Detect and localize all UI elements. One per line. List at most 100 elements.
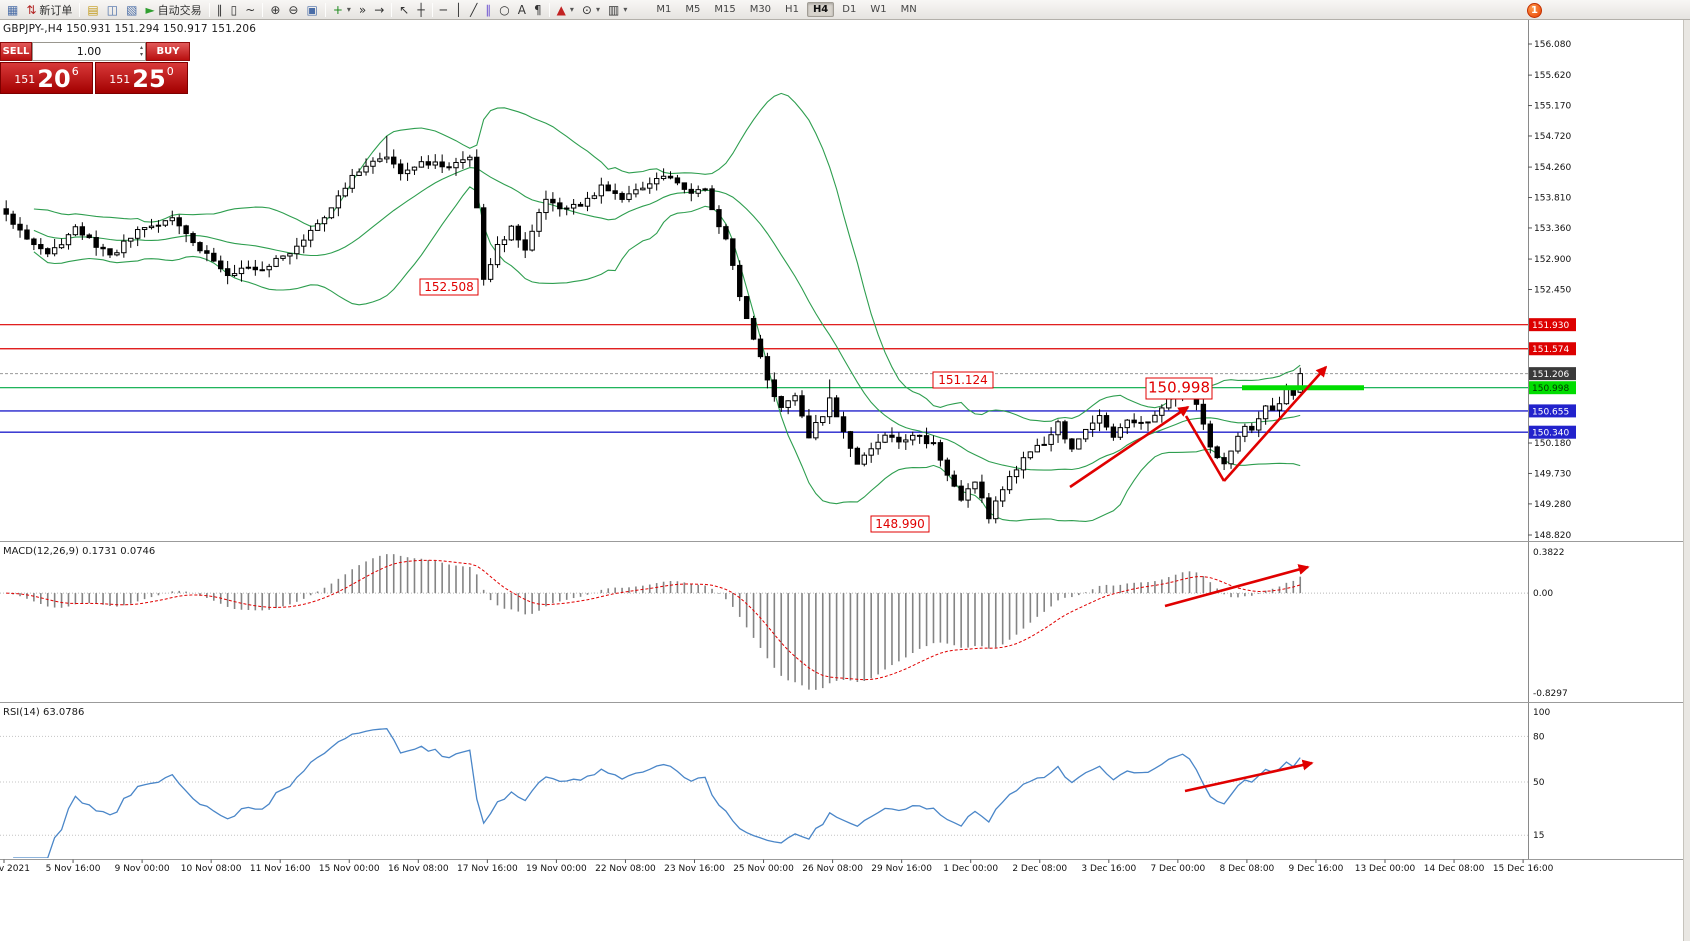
candlestick-mode-button[interactable]: ▯ xyxy=(227,1,242,18)
price-axis-flag xyxy=(1529,404,1576,418)
cursor-button[interactable]: ↖ xyxy=(395,1,413,18)
new-chart-button[interactable]: ▦ xyxy=(3,1,22,18)
timeframe-mn[interactable]: MN xyxy=(900,4,917,15)
market-watch-button[interactable]: ◫ xyxy=(103,1,122,18)
price-axis-flag-text: 151.930 xyxy=(1532,321,1569,331)
cursor-icon: ↖ xyxy=(399,2,410,17)
trendline-button[interactable]: ╱ xyxy=(466,1,481,18)
indicators-add-button[interactable]: + ▾ xyxy=(329,1,355,18)
timeframe-w1[interactable]: W1 xyxy=(870,4,887,15)
text-tool-button[interactable]: A xyxy=(514,1,530,18)
rsi-axis-label: 50 xyxy=(1533,778,1545,788)
navigator-button[interactable]: ▧ xyxy=(122,1,141,18)
timeframe-m30[interactable]: M30 xyxy=(749,4,772,15)
trend-arrow[interactable] xyxy=(1184,759,1314,793)
history-center-button[interactable]: ▤ xyxy=(83,1,102,18)
autotrade-button[interactable]: ► 自动交易 xyxy=(141,1,205,18)
sell-button[interactable]: SELL xyxy=(0,42,32,61)
price-annotation-box[interactable] xyxy=(932,371,994,389)
trend-arrow[interactable] xyxy=(1184,415,1226,482)
zoom-in-button[interactable]: ⊕ xyxy=(266,1,284,18)
time-axis-label: 29 Nov 16:00 xyxy=(871,864,932,874)
ask-price-button[interactable]: 151 25 0 xyxy=(95,62,188,94)
ellipse-tool-button[interactable]: ○ xyxy=(495,1,513,18)
trend-arrow[interactable] xyxy=(1164,564,1310,608)
chart-shift-button[interactable]: → xyxy=(370,1,388,18)
notification-badge[interactable]: 1 xyxy=(1527,3,1542,18)
time-axis-label: 23 Nov 16:00 xyxy=(664,864,725,874)
autotrade-icon: ► xyxy=(145,2,155,17)
time-axis-label: 8 Dec 08:00 xyxy=(1219,864,1274,874)
price-annotation-box[interactable] xyxy=(1145,377,1213,400)
volume-spinner[interactable]: ▴ ▾ xyxy=(139,44,143,58)
price-annotation-box[interactable] xyxy=(870,515,930,533)
period-presets-button[interactable]: ⊙ ▾ xyxy=(578,1,604,18)
vertical-line-button[interactable]: │ xyxy=(451,1,466,18)
price-annotation-box[interactable] xyxy=(419,278,479,296)
time-axis-label: 16 Nov 08:00 xyxy=(388,864,449,874)
price-annotation-text: 151.124 xyxy=(938,373,988,387)
timeframe-d1[interactable]: D1 xyxy=(842,4,857,15)
auto-scroll-button[interactable]: » xyxy=(355,1,370,18)
price-axis-tick-label: 154.720 xyxy=(1534,132,1571,142)
templates-button[interactable]: ▥ ▾ xyxy=(604,1,631,18)
timeframe-switcher: M1 M5 M15 M30 H1 H4 D1 W1 MN xyxy=(649,2,923,17)
line-chart-mode-button[interactable]: ~ xyxy=(241,1,259,18)
history-center-icon: ▤ xyxy=(87,2,99,17)
chart-ohlc-header: GBPJPY-,H4 150.931 151.294 150.917 151.2… xyxy=(3,23,257,35)
price-axis-tick-label: 155.620 xyxy=(1534,71,1571,81)
shapes-button[interactable]: ▲ ▾ xyxy=(553,1,578,18)
toolbar-separator xyxy=(208,2,210,17)
bar-chart-mode-icon: ∥ xyxy=(216,2,223,17)
timeframe-h4[interactable]: H4 xyxy=(806,2,835,17)
rsi-axis-label: 80 xyxy=(1533,732,1545,742)
arrow-label-tool-button[interactable]: ¶ xyxy=(530,1,546,18)
zoom-out-button[interactable]: ⊖ xyxy=(284,1,302,18)
horizontal-line-button[interactable]: ─ xyxy=(436,1,451,18)
time-axis-label: 5 Nov 16:00 xyxy=(46,864,101,874)
period-presets-caret-icon[interactable]: ▾ xyxy=(595,5,600,14)
price-axis-flag-text: 151.574 xyxy=(1532,345,1569,355)
price-axis-flag xyxy=(1529,367,1576,381)
trade-panel-prices: 151 20 6 151 25 0 xyxy=(0,62,190,94)
buy-button[interactable]: BUY xyxy=(146,42,190,61)
price-axis-tick-label: 149.280 xyxy=(1534,500,1571,510)
ask-big-digits: 25 xyxy=(132,65,166,93)
time-axis-label: 14 Dec 08:00 xyxy=(1424,864,1485,874)
right-scrollbar[interactable] xyxy=(1683,20,1690,941)
timeframe-m15[interactable]: M15 xyxy=(714,4,736,15)
trend-arrow[interactable] xyxy=(1069,405,1190,489)
spinner-down-icon[interactable]: ▾ xyxy=(139,50,143,58)
trend-arrow[interactable] xyxy=(1223,365,1328,482)
spinner-up-icon[interactable]: ▴ xyxy=(139,44,143,51)
timeframe-m5[interactable]: M5 xyxy=(685,4,701,15)
bar-chart-mode-button[interactable]: ∥ xyxy=(213,1,227,18)
timeframe-m1[interactable]: M1 xyxy=(656,4,672,15)
time-axis-label: 1 Dec 00:00 xyxy=(943,864,998,874)
trendline-icon: ╱ xyxy=(470,2,478,17)
price-axis-tick-label: 153.810 xyxy=(1534,194,1571,204)
crosshair-button[interactable]: ┼ xyxy=(413,1,428,18)
bid-price-button[interactable]: 151 20 6 xyxy=(0,62,93,94)
volume-input[interactable]: 1.00 ▴ ▾ xyxy=(32,42,146,61)
equidistant-channel-button[interactable]: ∥ xyxy=(481,1,495,18)
price-axis-flag-text: 151.206 xyxy=(1532,370,1569,380)
new-order-button[interactable]: ⇅ 新订单 xyxy=(22,1,76,18)
tile-windows-button[interactable]: ▣ xyxy=(302,1,321,18)
price-axis-flag-text: 150.655 xyxy=(1532,407,1569,417)
time-axis-label: 15 Nov 00:00 xyxy=(319,864,380,874)
indicators-add-caret-icon[interactable]: ▾ xyxy=(346,5,351,14)
price-axis-flag-text: 150.998 xyxy=(1532,384,1569,394)
price-axis-tick-label: 153.360 xyxy=(1534,224,1571,234)
timeframe-h1[interactable]: H1 xyxy=(785,4,799,15)
time-axis-label: 11 Nov 16:00 xyxy=(250,864,311,874)
volume-value: 1.00 xyxy=(76,45,102,58)
ask-pip-digit: 0 xyxy=(166,65,174,78)
shapes-caret-icon[interactable]: ▾ xyxy=(569,5,574,14)
time-axis-label: 2 Dec 08:00 xyxy=(1012,864,1067,874)
trade-panel-controls: SELL 1.00 ▴ ▾ BUY xyxy=(0,42,190,61)
templates-caret-icon[interactable]: ▾ xyxy=(623,5,628,14)
price-annotation-text: 152.508 xyxy=(424,280,474,294)
indicators-add-icon: + xyxy=(332,2,343,17)
